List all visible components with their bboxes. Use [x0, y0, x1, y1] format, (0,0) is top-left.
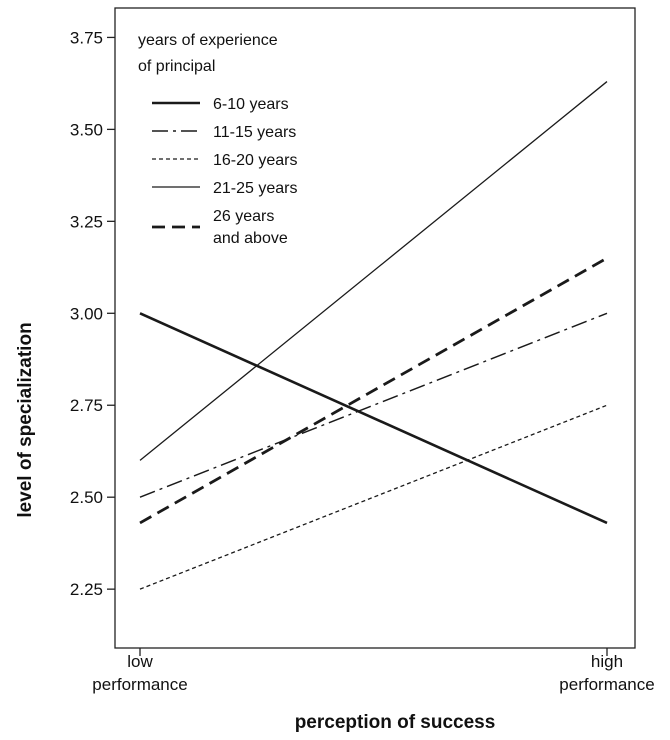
plot-frame	[114, 7, 636, 649]
y-tick-label: 3.75	[70, 28, 103, 47]
y-tick-label: 3.50	[70, 120, 103, 139]
legend-label-1: 6-10 years	[213, 96, 289, 113]
x-axis: low performance high performance	[92, 648, 655, 694]
y-tick-label: 2.25	[70, 580, 103, 599]
legend: years of experience of principal 6-10 year…	[138, 32, 298, 247]
legend-label-5: 26 years and above	[213, 208, 288, 247]
legend-label-4: 21-25 years	[213, 180, 298, 197]
series-layer	[139, 81, 608, 590]
y-axis: 2.25 2.50 2.75 3.00 3.25 3.50 3.75	[70, 28, 115, 599]
legend-title: of principal	[138, 58, 215, 75]
series-line-1	[139, 312, 608, 525]
series-line-4	[139, 81, 608, 461]
y-axis-title: level of specialization	[15, 322, 36, 517]
y-tick-label: 2.75	[70, 396, 103, 415]
series-line-2	[139, 312, 608, 498]
x-axis-title: perception of success	[295, 712, 496, 733]
x-tick-label: high performance	[559, 652, 654, 694]
y-tick-label: 2.50	[70, 488, 103, 507]
y-tick-label: 3.25	[70, 212, 103, 231]
x-tick-label: low performance	[92, 652, 187, 694]
legend-label-3: 16-20 years	[213, 152, 298, 169]
y-tick-label: 3.00	[70, 304, 103, 323]
series-line-3	[139, 404, 608, 590]
legend-label-2: 11-15 years	[213, 124, 296, 141]
legend-title: years of experience	[138, 32, 278, 49]
series-line-5	[139, 256, 608, 525]
